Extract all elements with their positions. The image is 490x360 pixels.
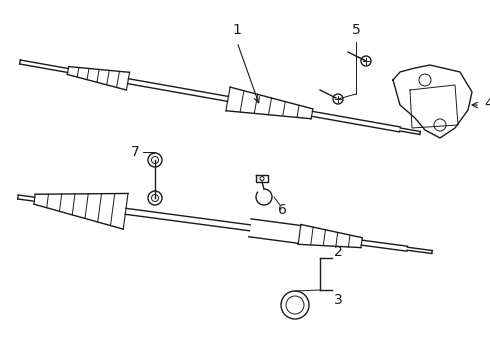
Text: 1: 1 <box>233 23 242 37</box>
Text: 6: 6 <box>277 203 287 217</box>
Text: 3: 3 <box>334 293 343 307</box>
Text: 5: 5 <box>352 23 360 37</box>
Text: 7: 7 <box>131 145 139 159</box>
Text: 2: 2 <box>334 245 343 259</box>
Text: 4: 4 <box>484 97 490 111</box>
